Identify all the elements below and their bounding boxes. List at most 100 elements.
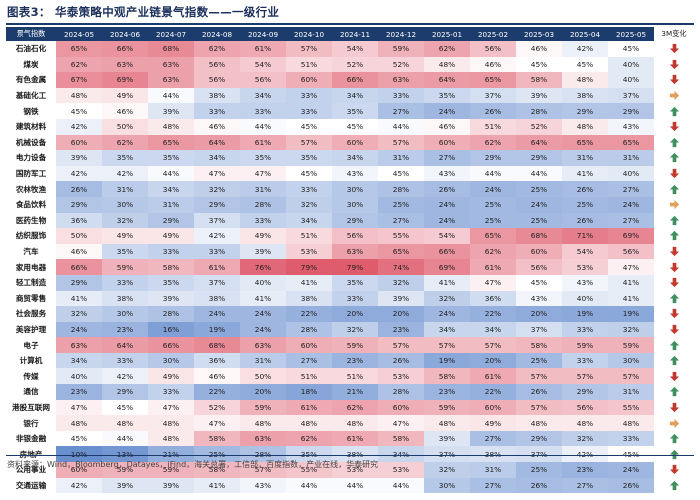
heat-cell: 27% <box>286 352 332 369</box>
heat-cell: 57% <box>516 368 562 385</box>
industry-label: 轻工制造 <box>6 274 56 291</box>
heat-cell: 47% <box>194 165 240 182</box>
heat-cell: 36% <box>470 290 516 307</box>
heat-cell: 16% <box>148 321 194 338</box>
trend-up-arrow-icon <box>654 352 694 369</box>
heat-cell: 23% <box>332 352 378 369</box>
trend-up-arrow-icon <box>654 181 694 197</box>
heat-cell: 28% <box>378 384 424 400</box>
heat-cell: 45% <box>56 103 102 119</box>
heat-cell: 54% <box>562 243 608 260</box>
trend-up-arrow-icon <box>654 337 694 353</box>
heat-cell: 63% <box>148 56 194 73</box>
heat-cell: 41% <box>194 477 240 494</box>
trend-down-arrow-icon <box>654 274 694 291</box>
heat-cell: 40% <box>608 165 654 182</box>
heat-cell: 59% <box>102 462 148 478</box>
heat-cell: 64% <box>516 134 562 151</box>
trend-up-arrow-icon <box>654 212 694 229</box>
table-row: 电子 63% 64% 66% 68% 63% 60% 59% 57% 57% 57% 58% 59% 59… <box>6 337 694 353</box>
heat-cell: 29% <box>470 150 516 166</box>
heat-cell: 30% <box>102 196 148 213</box>
heat-cell: 65% <box>470 228 516 244</box>
heat-cell: 29% <box>608 103 654 119</box>
heat-cell: 29% <box>56 274 102 291</box>
table-row: 农林牧渔 26% 31% 34% 32% 31% 33% 30% 28% 26% 24% 25% 26%… <box>6 181 694 197</box>
heat-cell: 46% <box>56 243 102 260</box>
table-row: 非银金融 45% 44% 48% 58% 63% 62% 61% 58% 39% 27% 29% 32%… <box>6 430 694 447</box>
table-row: 房地产 10% 13% 21% 25% 28% 35% 38% 34% 37% 38% 37% 42% 4… <box>6 446 694 463</box>
heat-cell: 43% <box>424 165 470 182</box>
heat-cell: 45% <box>102 399 148 416</box>
heat-cell: 58% <box>194 430 240 447</box>
heat-cell: 62% <box>424 41 470 57</box>
heat-cell: 29% <box>148 212 194 229</box>
heat-cell: 26% <box>516 477 562 494</box>
heat-cell: 33% <box>286 181 332 197</box>
heat-cell: 41% <box>286 274 332 291</box>
heat-cell: 56% <box>562 399 608 416</box>
heat-cell: 45% <box>332 118 378 135</box>
heat-cell: 52% <box>516 118 562 135</box>
heat-cell: 25% <box>194 446 240 463</box>
heat-cell: 27% <box>562 477 608 494</box>
trend-header: 3M变化 <box>654 27 694 41</box>
footer-divider <box>6 455 694 456</box>
month-header: 2025-01 <box>424 27 470 41</box>
heat-cell: 44% <box>332 477 378 494</box>
heat-cell: 48% <box>56 415 102 431</box>
heat-cell: 46% <box>424 118 470 135</box>
heat-cell: 45% <box>286 118 332 135</box>
heat-cell: 34% <box>286 212 332 229</box>
heat-cell: 47% <box>608 259 654 275</box>
industry-label: 农林牧渔 <box>6 181 56 197</box>
heat-cell: 46% <box>102 103 148 119</box>
heat-cell: 52% <box>194 399 240 416</box>
heat-cell: 48% <box>608 415 654 431</box>
heat-cell: 39% <box>240 243 286 260</box>
heat-cell: 61% <box>194 259 240 275</box>
month-header: 2024-09 <box>240 27 286 41</box>
heat-cell: 67% <box>56 72 102 88</box>
heat-cell: 36% <box>194 352 240 369</box>
heat-cell: 28% <box>516 103 562 119</box>
heat-cell: 43% <box>332 165 378 182</box>
heat-cell: 37% <box>470 87 516 104</box>
heat-cell: 52% <box>378 56 424 73</box>
table-row: 电力设备 39% 35% 35% 34% 35% 35% 34% 31% 27% 29% 29% 31%… <box>6 150 694 166</box>
heat-cell: 13% <box>102 446 148 463</box>
heat-cell: 37% <box>424 446 470 463</box>
heat-cell: 42% <box>56 165 102 182</box>
heat-cell: 31% <box>608 384 654 400</box>
heat-cell: 63% <box>240 430 286 447</box>
industry-label: 家用电器 <box>6 259 56 275</box>
heat-cell: 32% <box>424 290 470 307</box>
heat-cell: 25% <box>516 462 562 478</box>
heat-cell: 62% <box>286 430 332 447</box>
heat-cell: 35% <box>286 446 332 463</box>
heat-cell: 57% <box>286 134 332 151</box>
heat-cell: 26% <box>56 181 102 197</box>
heat-cell: 64% <box>194 134 240 151</box>
heat-cell: 56% <box>608 243 654 260</box>
heat-cell: 59% <box>378 41 424 57</box>
heat-cell: 39% <box>424 430 470 447</box>
heat-cell: 41% <box>562 165 608 182</box>
heat-cell: 55% <box>286 462 332 478</box>
industry-label: 交通运输 <box>6 477 56 494</box>
industry-label: 港股互联网 <box>6 399 56 416</box>
trend-down-arrow-icon <box>654 368 694 385</box>
heat-cell: 48% <box>332 415 378 431</box>
heat-cell: 32% <box>608 321 654 338</box>
heat-cell: 25% <box>470 212 516 229</box>
heat-cell: 48% <box>562 118 608 135</box>
heat-cell: 24% <box>424 306 470 322</box>
heat-cell: 26% <box>562 181 608 197</box>
heat-cell: 62% <box>56 56 102 73</box>
heat-cell: 66% <box>148 337 194 353</box>
heat-cell: 46% <box>516 41 562 57</box>
heat-cell: 49% <box>102 87 148 104</box>
heat-cell: 32% <box>562 430 608 447</box>
trend-down-arrow-icon <box>654 462 694 478</box>
heat-cell: 28% <box>148 306 194 322</box>
